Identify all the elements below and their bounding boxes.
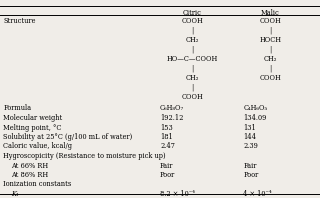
Text: COOH: COOH	[181, 17, 203, 25]
Text: CH₂: CH₂	[185, 36, 199, 44]
Text: |: |	[191, 65, 193, 72]
Text: Poor: Poor	[160, 171, 175, 179]
Text: CH₂: CH₂	[185, 74, 199, 82]
Text: 192.12: 192.12	[160, 114, 183, 122]
Text: Hygroscopicity (Resistance to moisture pick up): Hygroscopicity (Resistance to moisture p…	[3, 152, 166, 160]
Text: 181: 181	[160, 133, 173, 141]
Text: Ionization constants: Ionization constants	[3, 181, 71, 188]
Text: Molecular weight: Molecular weight	[3, 114, 62, 122]
Text: 2.47: 2.47	[160, 143, 175, 150]
Text: Fair: Fair	[243, 162, 257, 169]
Text: Citric: Citric	[183, 9, 201, 17]
Text: 144: 144	[243, 133, 256, 141]
Text: C₄H₆O₅: C₄H₆O₅	[243, 105, 268, 112]
Text: 131: 131	[243, 124, 256, 131]
Text: Structure: Structure	[3, 17, 36, 25]
Text: 8.2 × 10⁻⁴: 8.2 × 10⁻⁴	[160, 190, 195, 198]
Text: Malic: Malic	[261, 9, 280, 17]
Text: Fair: Fair	[160, 162, 173, 169]
Text: 2.39: 2.39	[243, 143, 258, 150]
Text: At 66% RH: At 66% RH	[11, 162, 48, 169]
Text: HOCH: HOCH	[260, 36, 281, 44]
Text: HO—C—COOH: HO—C—COOH	[166, 55, 218, 63]
Text: C₆H₈O₇: C₆H₈O₇	[160, 105, 184, 112]
Text: |: |	[191, 27, 193, 34]
Text: COOH: COOH	[181, 93, 203, 101]
Text: 134.09: 134.09	[243, 114, 267, 122]
Text: CH₂: CH₂	[264, 55, 277, 63]
Text: |: |	[269, 27, 272, 34]
Text: |: |	[191, 84, 193, 91]
Text: Formula: Formula	[3, 105, 31, 112]
Text: K₁: K₁	[11, 190, 19, 198]
Text: COOH: COOH	[260, 74, 281, 82]
Text: COOH: COOH	[260, 17, 281, 25]
Text: 153: 153	[160, 124, 173, 131]
Text: 4 × 10⁻⁴: 4 × 10⁻⁴	[243, 190, 272, 198]
Text: Caloric value, kcal/g: Caloric value, kcal/g	[3, 143, 72, 150]
Text: Poor: Poor	[243, 171, 259, 179]
Text: |: |	[269, 46, 272, 53]
Text: |: |	[269, 65, 272, 72]
Text: Melting point, °C: Melting point, °C	[3, 124, 61, 131]
Text: At 86% RH: At 86% RH	[11, 171, 48, 179]
Text: Solubility at 25°C (g/100 mL of water): Solubility at 25°C (g/100 mL of water)	[3, 133, 132, 141]
Text: |: |	[191, 46, 193, 53]
